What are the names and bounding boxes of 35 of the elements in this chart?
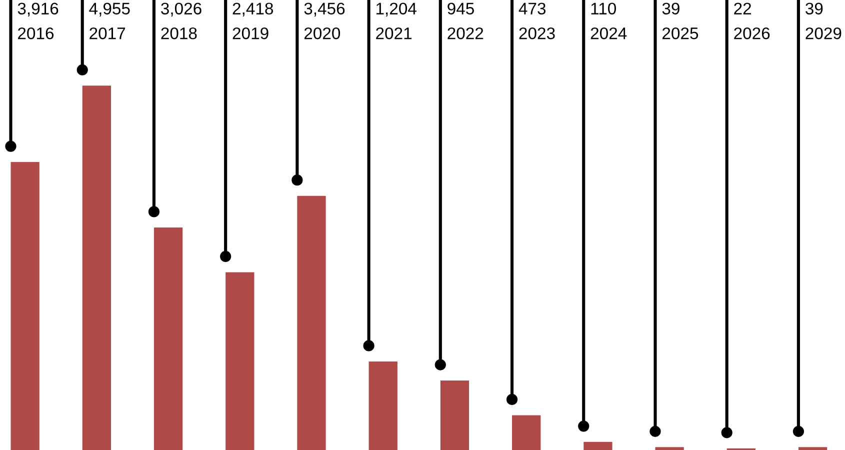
bar [512, 415, 541, 450]
x-tick-label: 2024 [590, 27, 627, 40]
data-label: 2,418 [232, 2, 273, 16]
x-tick-label: 2017 [90, 27, 126, 40]
x-tick-label: 2026 [734, 27, 770, 40]
bar [368, 361, 398, 450]
x-tick-label: 2021 [376, 27, 412, 40]
bar [82, 86, 111, 450]
x-tick-label: 2016 [18, 27, 54, 40]
bar [798, 447, 828, 450]
bar [584, 442, 612, 450]
bar [226, 272, 254, 450]
data-label: 4,955 [89, 2, 130, 16]
x-tick-label: 2025 [662, 27, 698, 40]
x-tick-label: 2023 [519, 27, 555, 40]
x-tick-label: 2029 [806, 27, 842, 40]
data-label: 22 [734, 2, 751, 14]
data-label: 39 [662, 2, 680, 14]
data-label: 3,916 [18, 2, 58, 16]
data-label: 39 [806, 2, 823, 14]
data-label: 110 [591, 2, 616, 14]
x-tick-label: 2019 [232, 27, 268, 40]
data-label: 945 [448, 2, 474, 14]
x-tick-label: 2020 [304, 27, 340, 40]
bar [440, 380, 470, 450]
x-tick-label: 2022 [448, 27, 484, 40]
data-label: 3,456 [304, 2, 345, 16]
data-label: 473 [518, 2, 546, 14]
x-tick-label: 2018 [161, 27, 197, 40]
bar [655, 447, 684, 450]
data-label: 3,026 [161, 2, 202, 16]
bar [297, 196, 326, 450]
bar [154, 227, 183, 450]
bar [10, 162, 40, 450]
data-label: 1,204 [376, 2, 416, 16]
